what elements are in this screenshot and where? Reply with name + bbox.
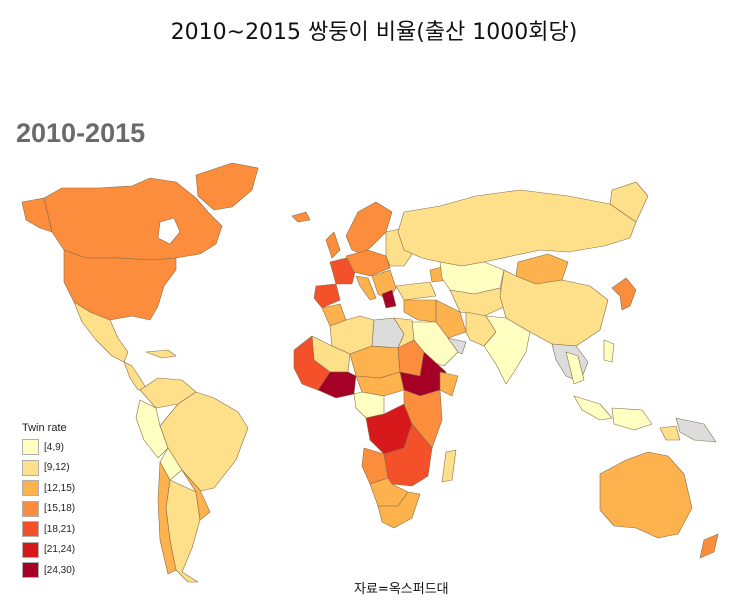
legend-item: [15,18): [22, 499, 75, 520]
legend-swatch: [22, 500, 39, 517]
region-philippines: [603, 339, 615, 363]
legend-item: [21,24): [22, 540, 75, 561]
legend-label: [9,12): [44, 462, 70, 474]
region-indonesia-east: [611, 407, 653, 431]
legend-label: [4,9): [44, 441, 65, 453]
region-indochina: [565, 351, 585, 385]
region-caribbean: [145, 349, 177, 359]
legend: Twin rate [4,9) [9,12) [12,15) [15,18) [18,2…: [22, 422, 75, 581]
region-indonesia-west: [573, 395, 613, 421]
legend-item: [24,30): [22, 560, 75, 581]
region-india: [483, 315, 531, 385]
region-alaska: [21, 197, 53, 233]
region-central-america: [123, 361, 147, 391]
region-russia-far-east: [609, 181, 649, 223]
region-uk: [325, 231, 341, 259]
region-timor: [659, 425, 681, 441]
region-russia: [397, 189, 637, 267]
legend-label: [21,24): [44, 544, 76, 556]
legend-swatch: [22, 541, 39, 558]
region-south-africa: [377, 491, 421, 529]
region-france: [329, 257, 357, 285]
legend-item: [18,21): [22, 519, 75, 540]
legend-label: [15,18): [44, 503, 76, 515]
region-central-europe: [345, 249, 391, 277]
region-horn: [439, 371, 459, 397]
legend-label: [18,21): [44, 523, 76, 535]
legend-item: [4,9): [22, 437, 75, 458]
legend-items: [4,9) [9,12) [12,15) [15,18) [18,21) [21,24) […: [22, 437, 75, 581]
hudson-bay: [157, 217, 181, 245]
legend-swatch: [22, 562, 39, 579]
region-australia: [599, 451, 693, 539]
region-turkey: [395, 281, 437, 301]
legend-label: [24,30): [44, 564, 76, 576]
period-label: 2010-2015: [16, 118, 146, 148]
region-greece: [381, 289, 397, 309]
map-title: 2010~2015 쌍둥이 비율(출산 1000회당): [170, 20, 578, 45]
region-canada: [43, 177, 223, 261]
legend-swatch: [22, 459, 39, 476]
region-east-africa: [403, 389, 443, 449]
region-greenland: [195, 162, 259, 211]
legend-swatch: [22, 439, 39, 456]
region-png: [675, 417, 717, 443]
legend-title: Twin rate: [22, 422, 67, 434]
region-iceland: [291, 211, 311, 223]
legend-swatch: [22, 521, 39, 538]
region-peru: [135, 399, 169, 459]
legend-label: [12,15): [44, 482, 76, 494]
region-italy: [355, 275, 377, 301]
region-iraq-syria: [403, 299, 437, 323]
region-cameroon-gabon: [353, 391, 385, 419]
source-note: 자료=옥스퍼드대: [354, 582, 449, 597]
region-spain: [313, 283, 341, 309]
legend-item: [9,12): [22, 458, 75, 479]
legend-swatch: [22, 480, 39, 497]
region-new-zealand: [699, 533, 719, 559]
legend-item: [12,15): [22, 478, 75, 499]
region-scandinavia: [345, 201, 393, 255]
region-mexico: [73, 301, 129, 363]
region-paraguay-uruguay: [181, 469, 211, 521]
region-oman: [447, 337, 467, 355]
region-madagascar: [441, 449, 457, 483]
region-chile: [157, 461, 177, 575]
region-korea-japan: [611, 277, 637, 311]
